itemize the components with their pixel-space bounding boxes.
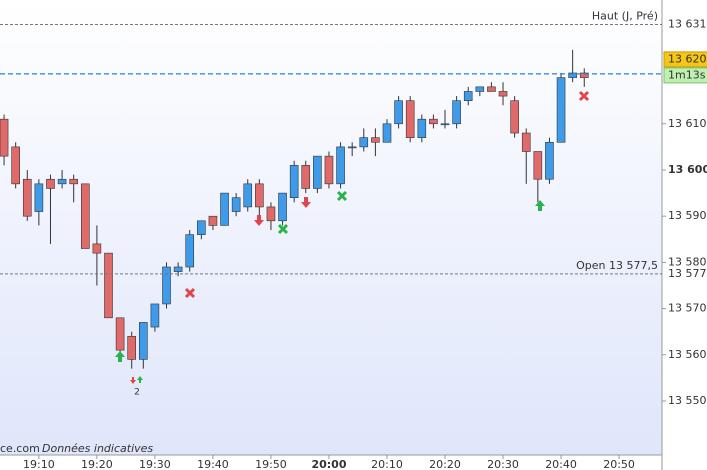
- reference-value: 13 577,5: [664, 266, 707, 281]
- reference-value-box: [664, 17, 707, 32]
- y-tick-label: 13 570: [668, 302, 707, 315]
- x-tick-label: 20:30: [487, 458, 519, 470]
- x-tick-label: 19:10: [23, 458, 55, 470]
- countdown-box: [663, 67, 707, 84]
- footer-note: Données indicatives: [42, 442, 153, 455]
- candle-body: [104, 252, 113, 319]
- reference-value-label: 13 577,5: [668, 267, 707, 280]
- candle-body: [475, 86, 485, 92]
- candle-body: [57, 178, 67, 185]
- candle-body: [0, 118, 9, 157]
- candle-body: [545, 141, 554, 180]
- candle-body: [417, 118, 427, 138]
- candle-body: [231, 197, 241, 212]
- candle-body: [69, 178, 78, 185]
- candle-body: [371, 137, 380, 143]
- candle-body: [313, 155, 322, 189]
- x-tick-label: 19:30: [139, 458, 171, 470]
- candle-body: [324, 155, 334, 185]
- candle-body: [463, 91, 473, 102]
- reference-value: 13 631,5: [664, 17, 707, 32]
- candle-body: [289, 165, 299, 199]
- candle-body: [139, 322, 148, 360]
- candle-body: [382, 123, 392, 143]
- candle-body: [440, 123, 450, 126]
- x-tick-label: 19:40: [197, 458, 229, 470]
- x-tick-label: 19:50: [255, 458, 287, 470]
- y-tick-label: 13 550: [668, 394, 707, 407]
- reference-label: Open 13 577,5: [576, 259, 658, 272]
- signals: [115, 90, 590, 384]
- candle-body: [394, 100, 403, 125]
- candle-body: [336, 146, 345, 185]
- candle-body: [255, 183, 264, 208]
- candle-body: [498, 91, 508, 97]
- reference-value-box: [664, 266, 707, 281]
- candle-body: [243, 183, 253, 208]
- reference-label: Haut (J, Pré): [592, 9, 658, 22]
- candle-body: [220, 192, 229, 226]
- candle-body: [197, 220, 206, 235]
- candle-body: [80, 183, 90, 249]
- y-tick-label: 13 590: [668, 209, 707, 222]
- candle-body: [521, 132, 531, 152]
- x-tick-label: 20:50: [603, 458, 635, 470]
- candle-body: [556, 77, 566, 143]
- y-tick-label: 13 600: [668, 163, 707, 176]
- candle-body: [127, 335, 137, 360]
- candle-body: [278, 192, 287, 222]
- last-price-box: [663, 51, 707, 68]
- x-tick-label: 20:20: [429, 458, 461, 470]
- candle-body: [46, 178, 55, 189]
- candle-body: [347, 146, 357, 149]
- candle-body: [150, 303, 160, 328]
- reference-value-label: 13 631,5: [668, 17, 707, 30]
- x-tick-label: 20:40: [545, 458, 577, 470]
- candle-body: [266, 206, 276, 222]
- candle-body: [11, 146, 20, 185]
- candle-body: [405, 100, 415, 138]
- last-price-tag: 13 620,8 1m13s: [663, 51, 707, 84]
- candle-body: [185, 234, 195, 268]
- candle-body: [92, 243, 102, 254]
- candle-body: [487, 86, 496, 92]
- candle-body: [208, 215, 218, 226]
- candle-body: [568, 72, 577, 78]
- candle-body: [452, 100, 461, 125]
- x-tick-label: 20:00: [311, 458, 346, 470]
- x-tick-label: 20:10: [371, 458, 403, 470]
- x-tick-label: 19:20: [81, 458, 113, 470]
- candle-body: [22, 178, 32, 217]
- y-tick-label: 13 560: [668, 348, 707, 361]
- candle-body: [34, 183, 44, 212]
- candle-body: [115, 317, 125, 351]
- annotation: 2: [134, 388, 140, 398]
- last-price-label: 13 620,8: [668, 52, 707, 65]
- candle-body: [579, 72, 589, 78]
- candle-body: [301, 165, 311, 189]
- footer-source: ce.com: [0, 442, 40, 455]
- candle-body: [162, 266, 171, 305]
- countdown-label: 1m13s: [668, 68, 706, 81]
- candle-body: [173, 266, 183, 272]
- candle-body: [510, 100, 519, 134]
- y-tick-label: 13 580: [668, 255, 707, 268]
- candle-body: [533, 151, 543, 180]
- candle-body: [429, 118, 438, 125]
- candle-body: [359, 137, 369, 148]
- plot-area: [0, 0, 662, 455]
- y-tick-label: 13 610: [668, 117, 707, 130]
